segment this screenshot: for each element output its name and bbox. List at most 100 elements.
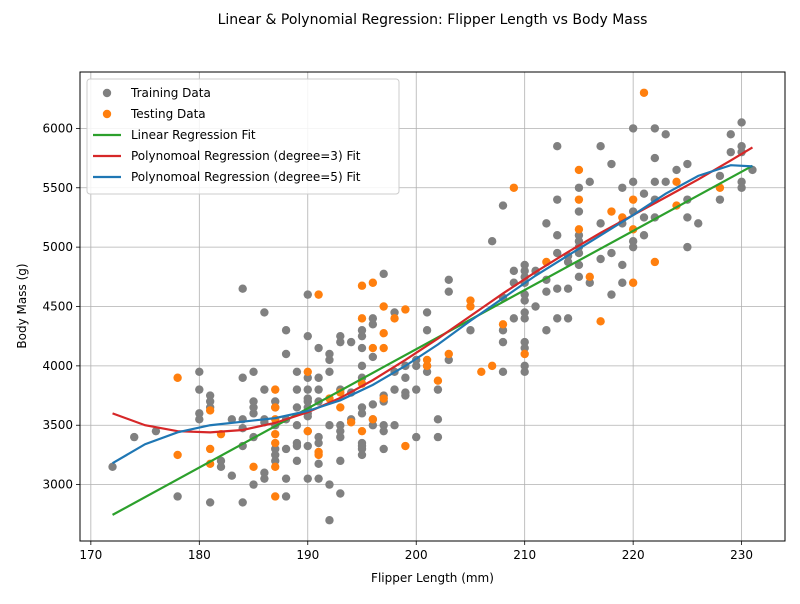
training-data-point [205,397,215,406]
legend-label-linear-regression-fit: Linear Regression Fit [131,128,256,142]
training-data-point [195,415,204,424]
training-data-point [520,260,529,270]
training-data-point [628,124,638,133]
training-data-point [553,314,562,323]
training-data-point [325,355,334,365]
testing-data-point [628,195,638,204]
testing-data-point [574,225,584,234]
training-data-point [238,284,247,293]
y-tick-label: 5000 [42,240,73,254]
training-data-point [422,326,432,335]
training-data-point [368,314,378,323]
training-data-point [303,441,312,451]
training-data-point [108,462,117,471]
training-data-point [249,403,258,412]
training-data-point [205,498,215,507]
training-data-point [357,403,367,412]
legend: Training Data Testing Data Linear Regressi… [86,78,400,195]
testing-data-point [379,394,388,403]
training-data-point [542,326,551,335]
training-data-point [618,260,627,270]
testing-data-point [303,426,312,436]
testing-data-point [368,415,378,424]
training-data-point [628,242,638,252]
testing-data-point [466,302,475,311]
testing-data-point [444,349,453,359]
training-data-point [260,468,269,477]
training-data-point [401,391,410,400]
training-data-point [368,352,378,362]
training-data-point [238,373,247,382]
training-data-point [357,450,367,460]
training-data-point [498,367,508,377]
training-data-point [466,326,475,335]
training-data-point [433,385,443,394]
training-data-point [650,153,660,163]
training-data-point [249,367,258,377]
training-data-point [205,391,215,400]
training-data-point [195,367,204,377]
training-data-point [151,426,161,436]
legend-label-training-data: Training Data [130,86,211,100]
linear-regression-fit-line [112,164,753,516]
training-data-point [173,492,182,501]
training-data-point [336,489,345,498]
training-data-point [520,367,529,377]
training-data-point [661,130,670,139]
testing-data-point [422,355,432,365]
training-data-point [292,385,302,394]
training-data-point [379,421,388,430]
testing-data-point [401,441,410,451]
training-data-point [368,400,378,409]
testing-data-point [650,257,660,267]
training-data-point [553,248,562,258]
testing-data-point [357,281,367,290]
legend-label-polynomoal-regression-degree-5-fit: Polynomoal Regression (degree=5) Fit [131,170,361,184]
training-data-point [314,343,323,353]
training-data-point [520,266,529,276]
training-data-point [618,183,627,192]
training-data-point [368,421,378,430]
polynomoal-regression-degree-3-fit-line [112,146,754,434]
training-data-point [661,177,670,187]
training-data-point [726,147,735,157]
training-data-point [314,373,323,382]
training-data-point [216,456,226,466]
training-data-point [271,450,280,460]
training-data-point [292,367,302,377]
training-data-point [325,516,334,525]
training-data-point [325,349,334,359]
training-data-point [509,266,519,276]
training-data-point [563,284,573,293]
training-data-point [542,287,551,296]
training-data-point [303,397,312,406]
training-data-point [422,367,432,377]
training-data-point [607,248,616,258]
training-data-point [303,331,312,341]
testing-data-point [379,302,388,311]
training-data-point [336,337,345,347]
training-data-point [520,308,529,317]
training-data-point [260,308,269,317]
testing-data-point [271,403,280,412]
training-data-point [390,385,399,394]
legend-label-testing-data: Testing Data [130,107,206,121]
testing-data-point [314,450,323,460]
testing-data-point [628,278,638,287]
testing-data-point [607,207,616,216]
training-data-point [271,444,280,454]
training-data-point [292,441,302,451]
testing-data-point [639,88,649,97]
x-tick-label: 190 [296,548,319,562]
training-data-point [683,213,692,222]
testing-data-point [368,278,378,287]
training-data-point [715,195,725,204]
training-data-point [336,432,345,442]
training-data-point [520,290,529,299]
y-tick-label: 4000 [42,359,73,373]
training-data-point [726,130,735,139]
polynomoal-regression-degree-5-fit-line [111,164,753,465]
training-data-point [487,236,497,246]
testing-data-point [271,462,280,471]
y-tick-label: 4500 [42,300,73,314]
